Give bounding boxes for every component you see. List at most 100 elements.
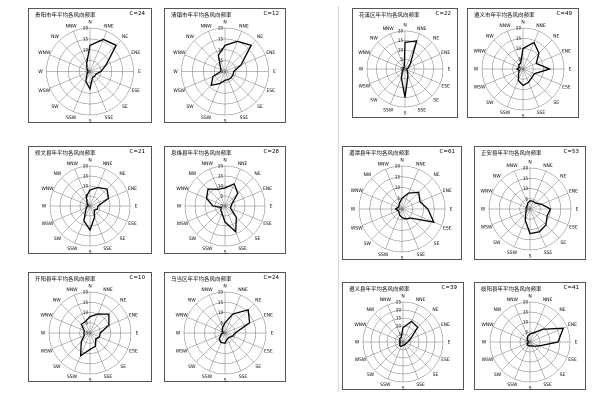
direction-label: W [351, 207, 356, 213]
direction-label: E [575, 340, 578, 346]
wind-rose-panel-xiuwen: 修文县年平均各风向频率 C=21 N NNE NE ENE E ESE SE SSE S SSW S… [28, 146, 152, 256]
direction-label: W [474, 67, 479, 73]
grid-spoke [501, 341, 531, 371]
direction-label: ESE [441, 83, 450, 89]
direction-label: ENE [263, 186, 272, 192]
tick-label: 20 [218, 26, 224, 31]
direction-label: SW [186, 104, 194, 110]
direction-label: SE [257, 104, 263, 110]
panel-title: 花溪区年平均各风向频率 [359, 13, 420, 19]
direction-label: N [88, 158, 91, 164]
direction-label: W [481, 207, 486, 213]
direction-label: SSE [544, 250, 553, 256]
grid-spoke [224, 332, 263, 349]
tick-label: 5 [220, 320, 223, 325]
tick-label: 20 [83, 290, 89, 295]
direction-label: NW [370, 35, 378, 41]
direction-label: SSW [66, 115, 77, 121]
grid-spoke [224, 190, 263, 207]
direction-label: S [224, 119, 227, 125]
panel-title: 开阳县年平均各风向频率 [35, 277, 96, 283]
grid-spoke [224, 71, 242, 112]
panel-title: 遵义市年平均各风向频率 [474, 13, 535, 19]
direction-label: ENE [131, 50, 140, 56]
calm-frequency: C=24 [129, 11, 145, 17]
direction-label: NNW [202, 161, 214, 167]
calm-frequency: C=22 [435, 11, 451, 17]
direction-label: SSW [507, 250, 518, 256]
direction-label: ENE [443, 188, 452, 194]
grid-spoke [74, 168, 91, 207]
grid-spoke [529, 341, 568, 358]
direction-label: WSW [351, 225, 363, 231]
wind-rose-chart: N NNE NE ENE E ESE SE SSE S SSW SW WSW W WNW NW NNW 0 5 10… [481, 294, 578, 392]
direction-label: ESE [562, 85, 571, 91]
direction-label: N [403, 23, 406, 29]
tick-label: 20 [523, 166, 529, 171]
wind-frequency-series [85, 38, 118, 91]
direction-label: S [89, 119, 92, 125]
direction-label: SE [120, 364, 126, 370]
grid-spoke [500, 179, 531, 210]
grid-spoke [362, 208, 403, 226]
direction-label: ENE [441, 322, 450, 328]
direction-label: SE [255, 364, 261, 370]
direction-label: ESE [568, 357, 577, 363]
tick-label: 15 [398, 38, 404, 43]
direction-label: WNW [175, 313, 188, 319]
calm-frequency: C=61 [439, 149, 455, 155]
tick-label: 10 [218, 184, 224, 189]
grid-spoke [404, 54, 441, 70]
wind-frequency-series [526, 327, 565, 347]
direction-label: W [359, 67, 364, 73]
direction-label: W [355, 340, 360, 346]
wind-frequency-series [394, 191, 435, 224]
grid-spoke [529, 193, 568, 210]
grid-spoke [522, 68, 561, 85]
calm-frequency: C=10 [129, 275, 145, 281]
tick-label: 20 [218, 164, 224, 169]
panel-title: 清镇市年平均各风向频率 [171, 13, 232, 19]
direction-label: E [136, 331, 139, 337]
direction-label: NE [434, 172, 440, 178]
direction-label: S [89, 250, 92, 256]
direction-label: NE [553, 33, 559, 39]
wind-rose-chart: N NNE NE ENE E ESE SE SSE S SSW SW WSW W WNW NW NNW 0 5 10… [173, 20, 276, 125]
direction-label: SSW [202, 374, 213, 380]
wind-rose-panel-zunyi-city: 遵义市年平均各风向频率 C=49 N NNE NE ENE E ESE SE SSE S SSW S… [467, 8, 579, 120]
tick-label: 10 [395, 185, 401, 190]
direction-label: ENE [568, 322, 577, 328]
tick-label: 5 [397, 196, 400, 201]
direction-label: ENE [264, 313, 273, 319]
grid-spoke [390, 33, 406, 70]
direction-label: NNE [417, 26, 427, 32]
direction-label: S [529, 386, 532, 392]
direction-label: E [273, 69, 276, 75]
tick-label: 10 [516, 46, 522, 51]
direction-label: WNW [41, 186, 54, 192]
grid-spoke [369, 68, 406, 84]
wind-rose-panel-guiyang: 贵阳市年平均各风向频率 C=24 N NNE NE ENE E ESE SE SSE S SSW S… [28, 8, 152, 125]
grid-spoke [371, 208, 403, 240]
direction-label: WNW [480, 189, 493, 195]
direction-label: S [224, 378, 227, 384]
direction-label: S [404, 111, 407, 117]
tick-label: 20 [218, 290, 224, 295]
tick-label: 10 [396, 324, 402, 329]
direction-label: NNW [201, 287, 213, 293]
wind-rose-chart: N NNE NE ENE E ESE SE SSE S SSW SW WSW W WNW NW NNW 0 5 10… [480, 160, 578, 260]
tick-label: 20 [523, 300, 529, 305]
direction-label: SW [51, 104, 59, 110]
direction-label: ESE [128, 221, 137, 227]
direction-label: N [400, 158, 403, 164]
grid-spoke [209, 332, 226, 371]
grid-spoke [492, 208, 531, 225]
direction-label: NNW [378, 161, 390, 167]
direction-label: NNW [66, 287, 78, 293]
calm-frequency: C=53 [563, 149, 579, 155]
direction-label: NW [494, 307, 502, 313]
grid-spoke [184, 54, 226, 72]
direction-label: SSE [418, 107, 427, 113]
direction-label: ENE [441, 50, 450, 56]
grid-spoke [374, 313, 404, 343]
